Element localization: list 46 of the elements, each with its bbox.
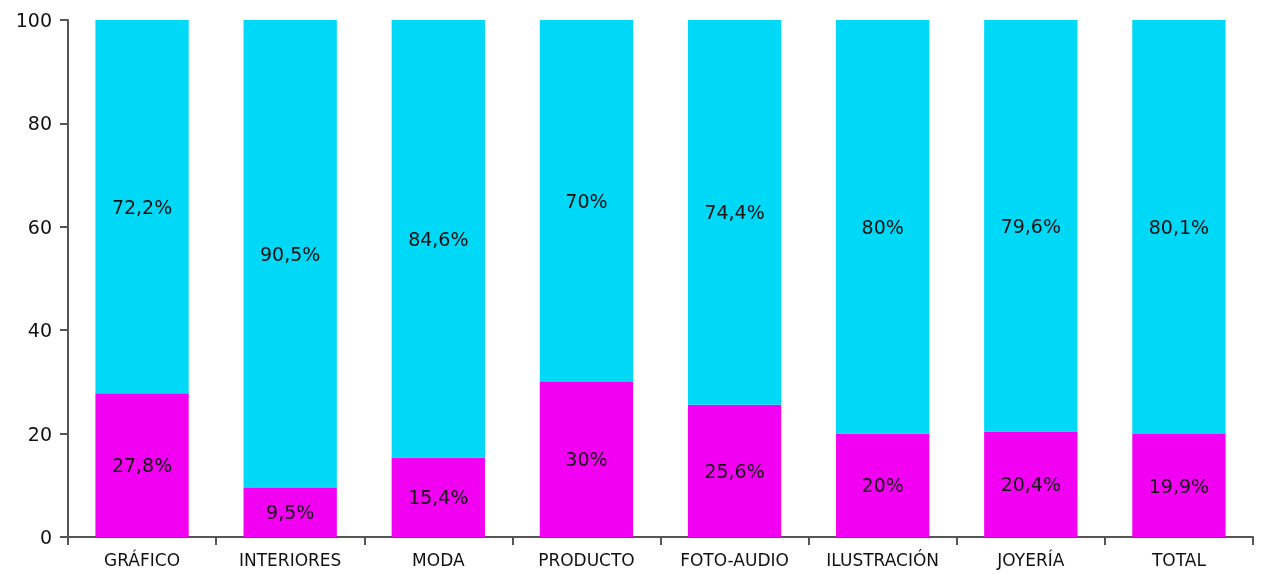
- bar: [836, 433, 930, 537]
- bar: [984, 431, 1078, 537]
- data-label: 70%: [565, 189, 608, 212]
- bar: [1132, 434, 1226, 537]
- data-label: 9,5%: [266, 501, 315, 524]
- bar: [243, 20, 337, 488]
- y-tick-label: 80: [27, 112, 52, 135]
- data-label: 79,6%: [1000, 214, 1061, 237]
- y-tick-label: 60: [27, 215, 52, 238]
- data-label: 20%: [861, 474, 904, 497]
- bar: [391, 457, 485, 537]
- data-label: 72,2%: [111, 195, 173, 218]
- x-tick-label: PRODUCTO: [538, 549, 635, 570]
- data-label: 19,9%: [1148, 474, 1210, 497]
- data-label: 74,4%: [704, 201, 765, 224]
- x-tick-label: MODA: [412, 549, 465, 570]
- bar: [391, 20, 485, 458]
- bar: [1132, 20, 1226, 435]
- bar: [984, 20, 1078, 432]
- data-label: 15,4%: [408, 486, 469, 509]
- x-tick-label: ILUSTRACIÓN: [826, 548, 940, 570]
- data-label: 90,5%: [260, 242, 321, 265]
- x-tick-label: INTERIORES: [238, 549, 342, 570]
- bar: [243, 487, 337, 537]
- data-label: 80%: [861, 215, 904, 238]
- bar: [836, 20, 930, 434]
- data-label: 80,1%: [1148, 216, 1210, 239]
- bar: [687, 404, 782, 537]
- bar: [539, 20, 634, 382]
- bar: [95, 393, 189, 537]
- data-label: 27,8%: [111, 454, 173, 477]
- bar: [687, 20, 782, 405]
- y-tick-label: 100: [15, 9, 52, 31]
- y-tick-label: 40: [27, 319, 52, 342]
- data-label: 84,6%: [408, 227, 469, 250]
- x-tick-label: JOYERÍA: [996, 548, 1065, 570]
- bar: [95, 20, 189, 394]
- data-label: 20,4%: [1000, 473, 1061, 496]
- x-tick-label: GRÁFICO: [104, 548, 181, 570]
- y-tick-label: 20: [27, 422, 52, 445]
- bar: [539, 381, 634, 537]
- data-label: 25,6%: [704, 459, 765, 482]
- x-tick-label: TOTAL: [1150, 549, 1207, 570]
- data-label: 30%: [565, 448, 608, 471]
- x-tick-label: FOTO-AUDIO: [680, 549, 789, 570]
- y-tick-label: 0: [39, 526, 52, 548]
